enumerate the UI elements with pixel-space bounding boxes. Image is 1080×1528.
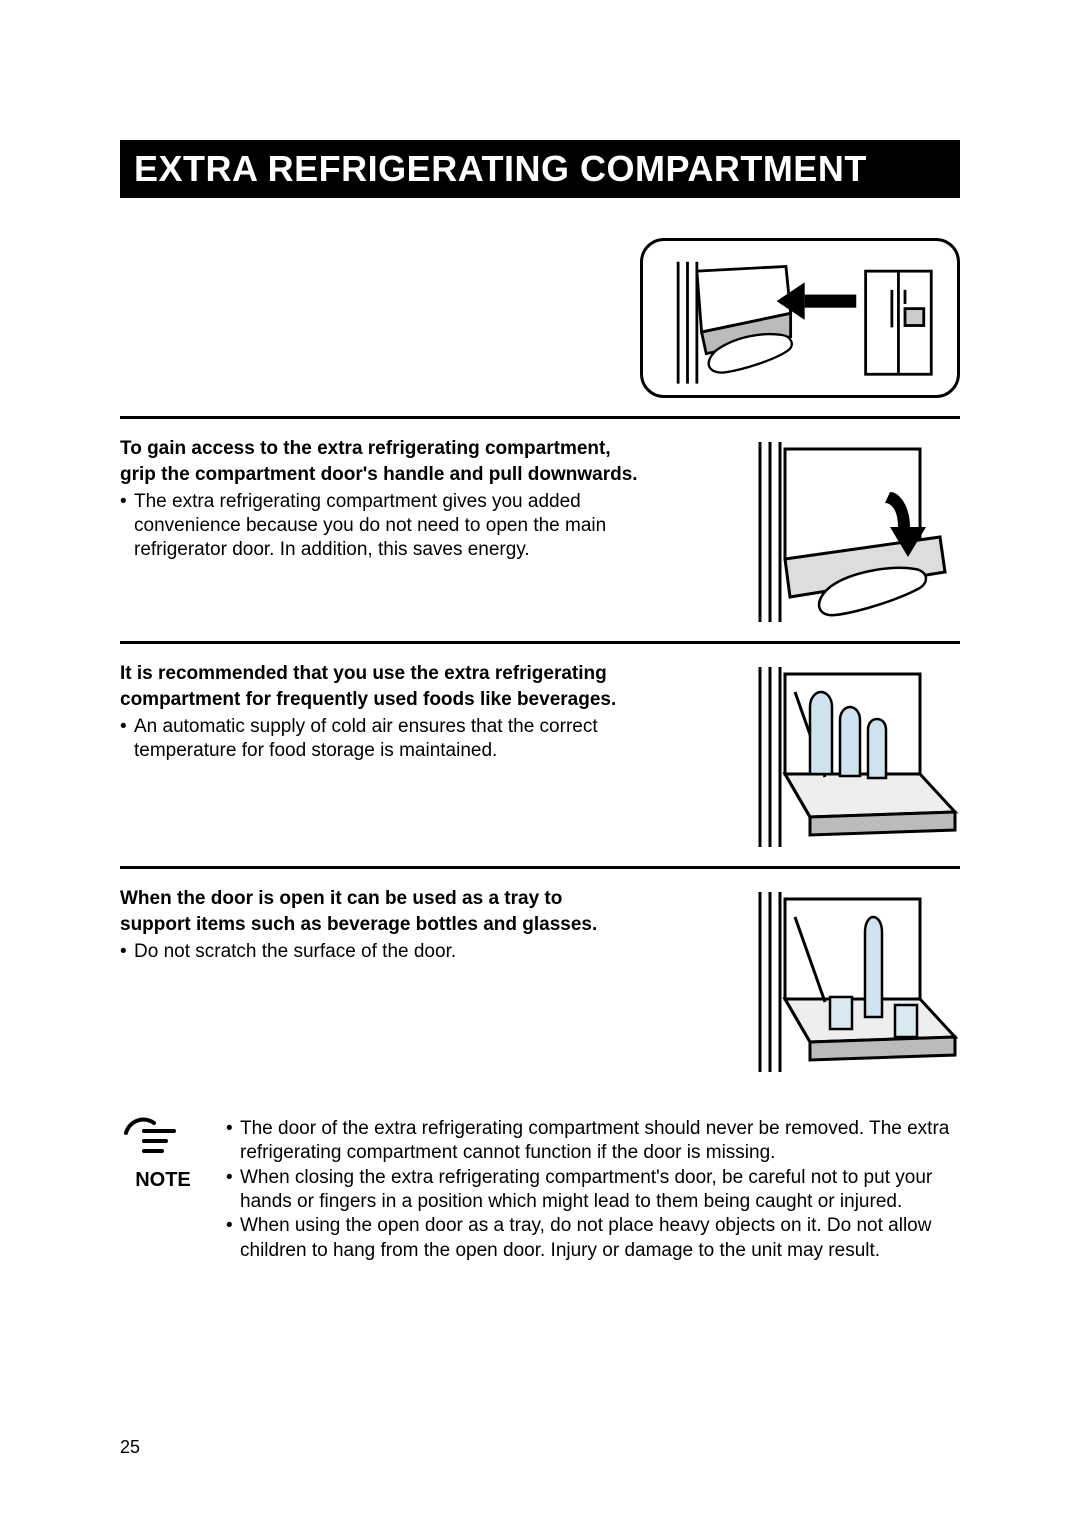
section-body-cont: refrigerator door. In addition, this sav… — [120, 538, 716, 562]
section-bullet: • Do not scratch the surface of the door… — [120, 940, 716, 964]
hand-point-right-icon — [120, 1117, 184, 1165]
manual-page: EXTRA REFRIGERATING COMPARTMENT — [0, 0, 1080, 1528]
note-column: NOTE — [120, 1117, 206, 1192]
illus-bottles — [740, 662, 960, 852]
section-bold-line: compartment for frequently used foods li… — [120, 688, 716, 712]
section-text: When the door is open it can be used as … — [120, 887, 716, 964]
note-item: The door of the extra refrigerating comp… — [240, 1117, 960, 1166]
instruction-section: It is recommended that you use the extra… — [120, 644, 960, 866]
section-body-line: Do not scratch the surface of the door. — [134, 940, 456, 964]
page-number: 25 — [120, 1437, 140, 1458]
section-bullet: • An automatic supply of cold air ensure… — [120, 715, 716, 739]
note-item: When closing the extra refrigerating com… — [240, 1166, 960, 1215]
section-bold-line: When the door is open it can be used as … — [120, 887, 716, 911]
note-bullet: • When using the open door as a tray, do… — [226, 1214, 960, 1263]
section-body-line: refrigerator door. In addition, this sav… — [134, 538, 530, 562]
section-bullet: • The extra refrigerating compartment gi… — [120, 490, 716, 514]
illus-tray — [740, 887, 960, 1077]
illus-pull-down — [740, 437, 960, 627]
section-body-line: The extra refrigerating compartment give… — [134, 490, 581, 514]
page-title: EXTRA REFRIGERATING COMPARTMENT — [120, 140, 960, 198]
note-block: NOTE • The door of the extra refrigerati… — [120, 1091, 960, 1263]
section-text: It is recommended that you use the extra… — [120, 662, 716, 763]
section-illustration — [740, 437, 960, 627]
instruction-section: To gain access to the extra refrigeratin… — [120, 419, 960, 641]
section-illustration — [740, 887, 960, 1077]
section-bold-line: To gain access to the extra refrigeratin… — [120, 437, 716, 461]
hero-row — [120, 238, 960, 398]
note-item: When using the open door as a tray, do n… — [240, 1214, 960, 1263]
section-bold-line: grip the compartment door's handle and p… — [120, 463, 716, 487]
note-text: • The door of the extra refrigerating co… — [226, 1117, 960, 1263]
section-bold-line: It is recommended that you use the extra… — [120, 662, 716, 686]
hero-illustration — [640, 238, 960, 398]
instruction-section: When the door is open it can be used as … — [120, 869, 960, 1091]
section-illustration — [740, 662, 960, 852]
section-text: To gain access to the extra refrigeratin… — [120, 437, 716, 563]
section-body-line: temperature for food storage is maintain… — [134, 739, 497, 763]
hero-svg — [650, 243, 950, 393]
note-bullet: • When closing the extra refrigerating c… — [226, 1166, 960, 1215]
section-body-line: convenience because you do not need to o… — [134, 514, 606, 538]
section-body-line: An automatic supply of cold air ensures … — [134, 715, 598, 739]
section-body-cont: temperature for food storage is maintain… — [120, 739, 716, 763]
section-bold-line: support items such as beverage bottles a… — [120, 913, 716, 937]
note-bullet: • The door of the extra refrigerating co… — [226, 1117, 960, 1166]
note-label: NOTE — [120, 1169, 206, 1192]
section-body-cont: convenience because you do not need to o… — [120, 514, 716, 538]
